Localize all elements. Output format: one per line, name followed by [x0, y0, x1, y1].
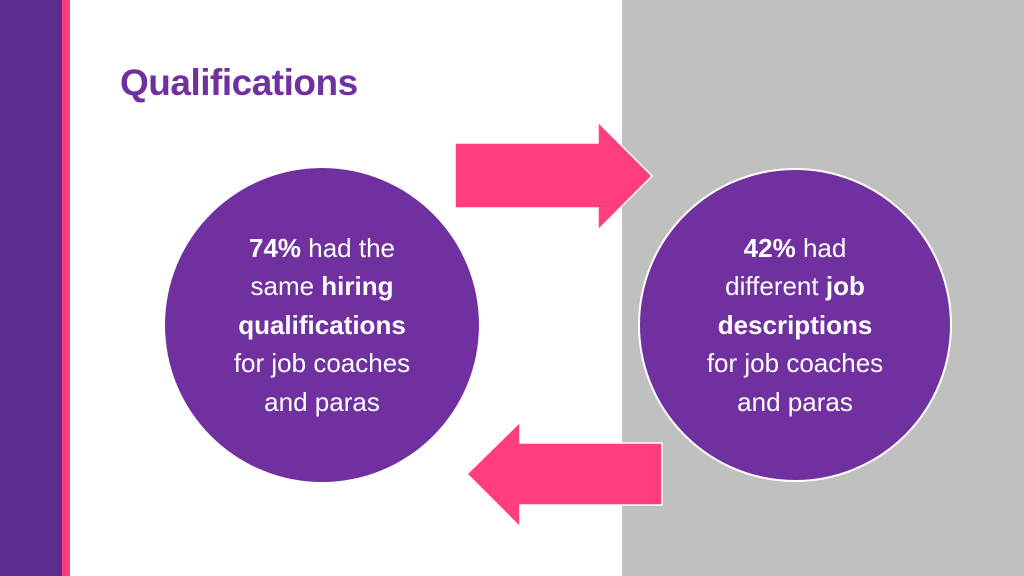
text-line: and paras — [264, 383, 380, 422]
bold-text: 74% — [248, 232, 302, 263]
text: for job coaches — [233, 348, 411, 379]
text: same — [250, 271, 315, 302]
pink-stripe — [62, 0, 70, 576]
arrow-right — [454, 120, 654, 232]
text-line: different job — [725, 267, 865, 306]
text: had — [802, 232, 847, 263]
bold-text: 42% — [743, 232, 796, 263]
arrow-left — [465, 420, 663, 529]
stat-circle: 74% had the same hiring qualifications for … — [165, 168, 479, 482]
bold-text: job — [825, 271, 865, 302]
bold-text: hiring — [321, 271, 394, 302]
text: had the — [308, 232, 396, 263]
text-line: for job coaches — [234, 344, 410, 383]
text-line: same hiring — [250, 267, 393, 306]
text-line: 74% had the — [249, 229, 395, 268]
text: and paras — [737, 386, 853, 417]
text: and paras — [264, 386, 380, 417]
bold-text: qualifications — [238, 309, 406, 340]
text: different — [725, 271, 819, 302]
slide-title: Qualifications — [120, 62, 358, 103]
purple-bar — [0, 0, 62, 576]
text-line: and paras — [737, 383, 853, 422]
stat-circle: 42% had different job descriptions for job … — [638, 168, 952, 482]
text-line: for job coaches — [707, 344, 883, 383]
text: for job coaches — [706, 348, 884, 379]
text-line: qualifications — [238, 306, 406, 345]
text-line: 42% had — [744, 229, 847, 268]
bold-text: descriptions — [717, 309, 873, 340]
text-line: descriptions — [718, 306, 873, 345]
